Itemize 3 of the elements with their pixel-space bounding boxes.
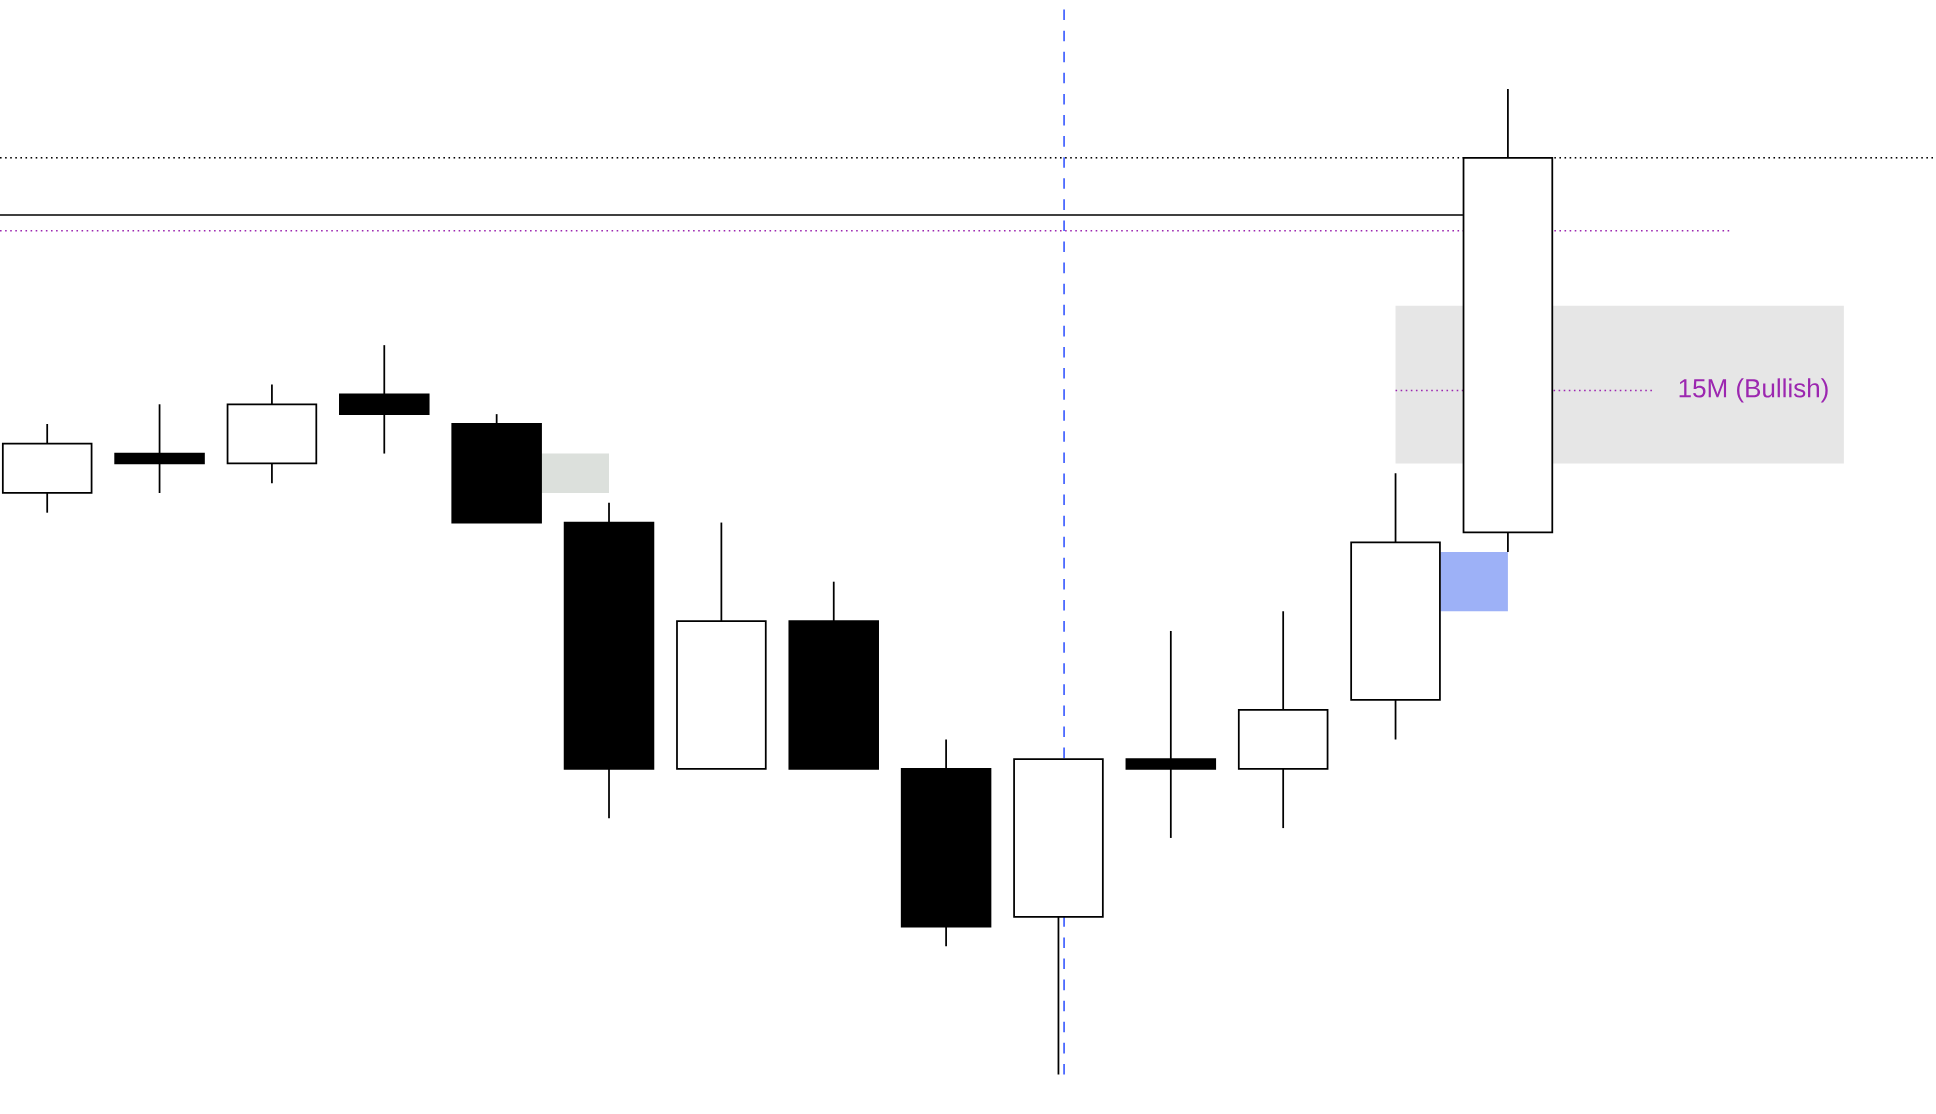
candlestick	[114, 403, 205, 494]
candlestick	[1125, 630, 1217, 839]
ref-line-label: 15M (Bullish)	[1679, 378, 1828, 403]
